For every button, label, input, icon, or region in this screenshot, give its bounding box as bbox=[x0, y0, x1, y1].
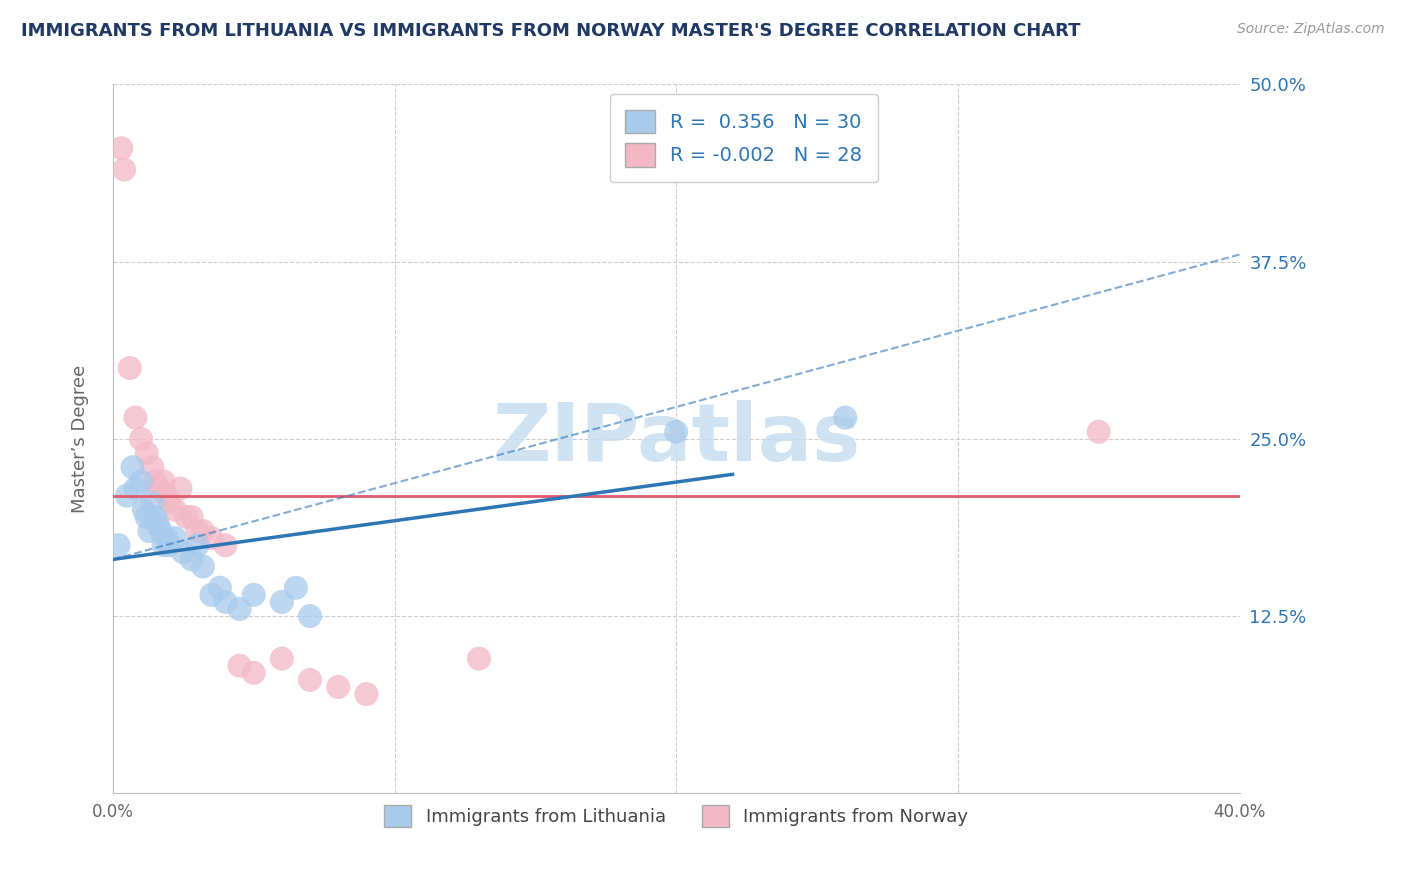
Point bbox=[298, 609, 321, 624]
Point bbox=[112, 162, 135, 177]
Point bbox=[180, 509, 202, 524]
Point bbox=[468, 651, 491, 665]
Point bbox=[107, 538, 129, 552]
Point bbox=[121, 460, 143, 475]
Point bbox=[138, 524, 160, 538]
Point bbox=[242, 665, 264, 680]
Point bbox=[129, 432, 152, 446]
Point bbox=[242, 588, 264, 602]
Point bbox=[328, 680, 350, 694]
Point bbox=[115, 489, 138, 503]
Point bbox=[132, 503, 155, 517]
Point bbox=[135, 509, 157, 524]
Point bbox=[143, 475, 166, 489]
Point bbox=[157, 496, 180, 510]
Point bbox=[1087, 425, 1109, 439]
Point bbox=[163, 531, 186, 545]
Point bbox=[208, 581, 231, 595]
Point bbox=[143, 509, 166, 524]
Legend: Immigrants from Lithuania, Immigrants from Norway: Immigrants from Lithuania, Immigrants fr… bbox=[377, 797, 976, 834]
Point bbox=[172, 545, 194, 559]
Point bbox=[152, 538, 174, 552]
Point bbox=[135, 446, 157, 460]
Point bbox=[228, 658, 250, 673]
Point bbox=[298, 673, 321, 687]
Point bbox=[186, 524, 208, 538]
Point bbox=[157, 538, 180, 552]
Point bbox=[155, 531, 177, 545]
Point bbox=[174, 509, 197, 524]
Point bbox=[129, 475, 152, 489]
Point bbox=[155, 489, 177, 503]
Point bbox=[191, 524, 214, 538]
Point bbox=[149, 524, 172, 538]
Point bbox=[152, 475, 174, 489]
Point bbox=[214, 538, 236, 552]
Point bbox=[834, 410, 856, 425]
Point bbox=[146, 516, 169, 531]
Point bbox=[186, 538, 208, 552]
Point bbox=[141, 496, 163, 510]
Point bbox=[270, 595, 292, 609]
Text: ZIPatlas: ZIPatlas bbox=[492, 400, 860, 478]
Point bbox=[356, 687, 378, 701]
Point bbox=[180, 552, 202, 566]
Point bbox=[124, 410, 146, 425]
Point bbox=[118, 361, 141, 376]
Point bbox=[665, 425, 688, 439]
Point bbox=[214, 595, 236, 609]
Point bbox=[169, 482, 191, 496]
Point bbox=[146, 482, 169, 496]
Point bbox=[110, 141, 132, 155]
Point bbox=[284, 581, 307, 595]
Text: Source: ZipAtlas.com: Source: ZipAtlas.com bbox=[1237, 22, 1385, 37]
Point bbox=[141, 460, 163, 475]
Point bbox=[124, 482, 146, 496]
Y-axis label: Master’s Degree: Master’s Degree bbox=[72, 365, 89, 513]
Text: IMMIGRANTS FROM LITHUANIA VS IMMIGRANTS FROM NORWAY MASTER'S DEGREE CORRELATION : IMMIGRANTS FROM LITHUANIA VS IMMIGRANTS … bbox=[21, 22, 1081, 40]
Point bbox=[200, 531, 222, 545]
Point bbox=[270, 651, 292, 665]
Point bbox=[191, 559, 214, 574]
Point bbox=[228, 602, 250, 616]
Point bbox=[163, 503, 186, 517]
Point bbox=[200, 588, 222, 602]
